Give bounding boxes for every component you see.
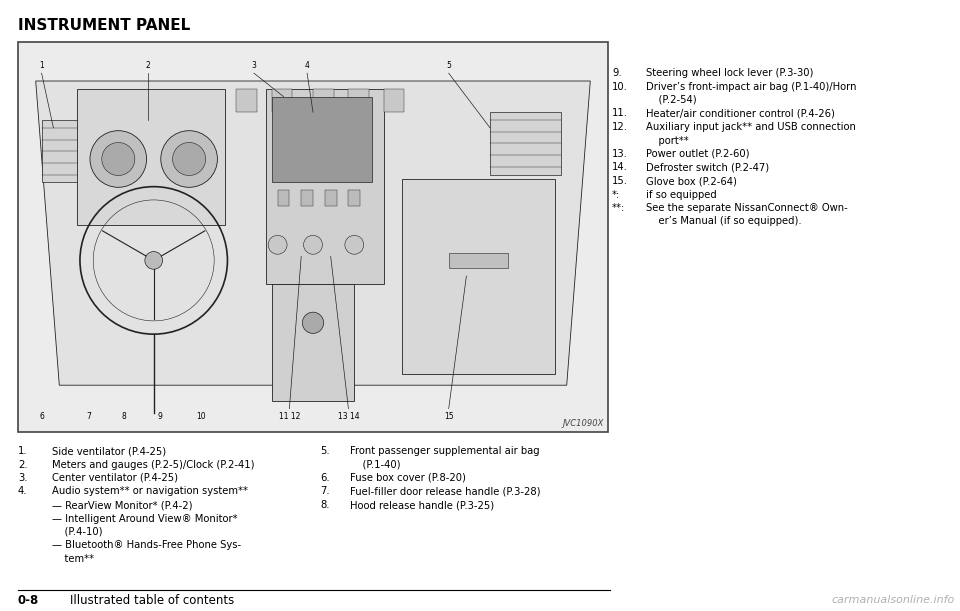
Text: tem**: tem** bbox=[52, 554, 94, 564]
Text: 10: 10 bbox=[196, 412, 205, 421]
Text: port**: port** bbox=[646, 136, 688, 145]
Text: 6.: 6. bbox=[320, 473, 329, 483]
Text: Heater/air conditioner control (P.4-26): Heater/air conditioner control (P.4-26) bbox=[646, 109, 835, 119]
Text: — Intelligent Around View® Monitor*: — Intelligent Around View® Monitor* bbox=[52, 513, 238, 524]
Bar bbox=[348, 190, 360, 206]
Text: Illustrated table of contents: Illustrated table of contents bbox=[70, 594, 234, 607]
Circle shape bbox=[303, 235, 323, 254]
Text: if so equipped: if so equipped bbox=[646, 189, 717, 200]
Text: 3.: 3. bbox=[18, 473, 28, 483]
Bar bbox=[490, 112, 561, 175]
Bar bbox=[324, 190, 337, 206]
Bar bbox=[18, 42, 608, 432]
Text: 10.: 10. bbox=[612, 81, 628, 92]
Text: 2: 2 bbox=[145, 61, 150, 70]
Text: See the separate NissanConnect® Own-: See the separate NissanConnect® Own- bbox=[646, 203, 848, 213]
Text: 1: 1 bbox=[39, 61, 44, 70]
Text: (P.2-54): (P.2-54) bbox=[646, 95, 697, 105]
Text: Front passenger supplemental air bag: Front passenger supplemental air bag bbox=[350, 446, 540, 456]
Bar bbox=[301, 190, 313, 206]
Text: 7: 7 bbox=[86, 412, 91, 421]
Text: **:: **: bbox=[612, 203, 625, 213]
Text: er’s Manual (if so equipped).: er’s Manual (if so equipped). bbox=[646, 216, 802, 227]
Text: 12.: 12. bbox=[612, 122, 628, 132]
Circle shape bbox=[160, 131, 217, 188]
Circle shape bbox=[102, 142, 134, 175]
Bar bbox=[384, 89, 404, 112]
Text: Meters and gauges (P.2-5)/Clock (P.2-41): Meters and gauges (P.2-5)/Clock (P.2-41) bbox=[52, 459, 254, 469]
Bar bbox=[41, 120, 77, 183]
Bar bbox=[77, 89, 225, 225]
Text: 14.: 14. bbox=[612, 163, 628, 172]
Text: Defroster switch (P.2-47): Defroster switch (P.2-47) bbox=[646, 163, 769, 172]
Text: 2.: 2. bbox=[18, 459, 28, 469]
Bar bbox=[236, 89, 257, 112]
Text: 13 14: 13 14 bbox=[338, 412, 359, 421]
Circle shape bbox=[302, 312, 324, 334]
Text: 4: 4 bbox=[304, 61, 309, 70]
Text: carmanualsonline.info: carmanualsonline.info bbox=[831, 595, 955, 605]
Text: 0-8: 0-8 bbox=[18, 594, 39, 607]
Bar bbox=[401, 178, 555, 373]
Text: Side ventilator (P.4-25): Side ventilator (P.4-25) bbox=[52, 446, 166, 456]
Text: Steering wheel lock lever (P.3-30): Steering wheel lock lever (P.3-30) bbox=[646, 68, 813, 78]
Bar bbox=[313, 89, 334, 112]
Text: *:: *: bbox=[612, 189, 620, 200]
Bar bbox=[348, 89, 369, 112]
Text: Driver’s front-impact air bag (P.1-40)/Horn: Driver’s front-impact air bag (P.1-40)/H… bbox=[646, 81, 856, 92]
Circle shape bbox=[268, 235, 287, 254]
Text: Fuse box cover (P.8-20): Fuse box cover (P.8-20) bbox=[350, 473, 466, 483]
Text: 5.: 5. bbox=[320, 446, 329, 456]
Text: Center ventilator (P.4-25): Center ventilator (P.4-25) bbox=[52, 473, 178, 483]
Bar bbox=[272, 97, 372, 183]
Text: (P.4-10): (P.4-10) bbox=[52, 527, 103, 537]
Text: — Bluetooth® Hands-Free Phone Sys-: — Bluetooth® Hands-Free Phone Sys- bbox=[52, 541, 241, 551]
Text: Hood release handle (P.3-25): Hood release handle (P.3-25) bbox=[350, 500, 494, 510]
Text: 6: 6 bbox=[39, 412, 44, 421]
Text: 1.: 1. bbox=[18, 446, 28, 456]
Text: 11.: 11. bbox=[612, 109, 628, 119]
Text: 4.: 4. bbox=[18, 486, 28, 497]
Text: 13.: 13. bbox=[612, 149, 628, 159]
Circle shape bbox=[173, 142, 205, 175]
Bar bbox=[272, 284, 354, 401]
Text: — RearView Monitor* (P.4-2): — RearView Monitor* (P.4-2) bbox=[52, 500, 193, 510]
Circle shape bbox=[90, 131, 147, 188]
Text: Audio system** or navigation system**: Audio system** or navigation system** bbox=[52, 486, 248, 497]
Text: (P.1-40): (P.1-40) bbox=[350, 459, 400, 469]
Text: 5: 5 bbox=[446, 61, 451, 70]
Text: 11 12: 11 12 bbox=[278, 412, 300, 421]
Polygon shape bbox=[36, 81, 590, 385]
Text: 9.: 9. bbox=[612, 68, 622, 78]
Circle shape bbox=[345, 235, 364, 254]
Bar bbox=[272, 89, 293, 112]
Text: INSTRUMENT PANEL: INSTRUMENT PANEL bbox=[18, 18, 190, 33]
Text: Fuel-filler door release handle (P.3-28): Fuel-filler door release handle (P.3-28) bbox=[350, 486, 540, 497]
Text: 7.: 7. bbox=[320, 486, 329, 497]
Text: 15.: 15. bbox=[612, 176, 628, 186]
Text: JVC1090X: JVC1090X bbox=[563, 419, 604, 428]
Text: Glove box (P.2-64): Glove box (P.2-64) bbox=[646, 176, 737, 186]
Text: 9: 9 bbox=[157, 412, 162, 421]
Text: 8: 8 bbox=[122, 412, 127, 421]
Bar bbox=[266, 89, 384, 284]
Text: 3: 3 bbox=[252, 61, 256, 70]
Text: Auxiliary input jack** and USB connection: Auxiliary input jack** and USB connectio… bbox=[646, 122, 856, 132]
Circle shape bbox=[145, 252, 162, 269]
Bar bbox=[448, 252, 508, 268]
Bar bbox=[277, 190, 289, 206]
Text: Power outlet (P.2-60): Power outlet (P.2-60) bbox=[646, 149, 750, 159]
Text: 15: 15 bbox=[444, 412, 453, 421]
Text: 8.: 8. bbox=[320, 500, 329, 510]
